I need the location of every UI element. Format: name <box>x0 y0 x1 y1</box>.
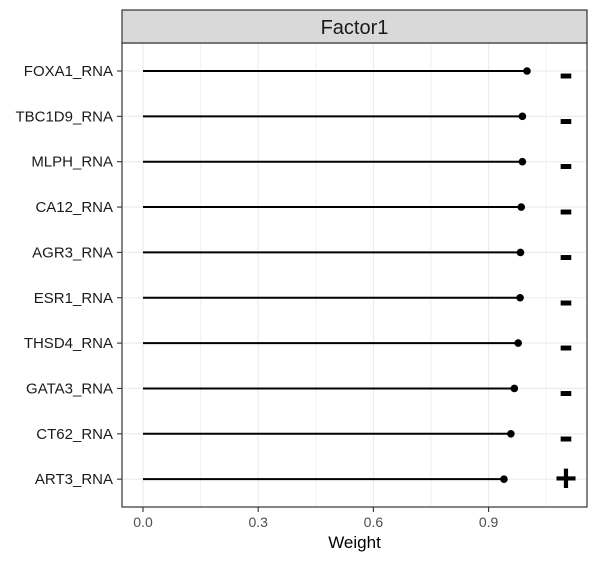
minus-sign: - <box>559 276 573 323</box>
x-tick-label: 0.3 <box>248 514 268 530</box>
panel-background <box>122 43 587 507</box>
category-label: CT62_RNA <box>36 426 113 443</box>
minus-sign: - <box>559 412 573 459</box>
category-label: FOXA1_RNA <box>24 63 113 80</box>
lollipop-point <box>517 203 526 211</box>
x-tick-label: 0.6 <box>364 514 384 530</box>
category-label: THSD4_RNA <box>24 335 113 352</box>
minus-sign: - <box>559 230 573 277</box>
category-label: ART3_RNA <box>35 471 113 488</box>
minor-gridlines <box>200 43 547 507</box>
lollipop-point <box>500 475 508 483</box>
minus-sign: - <box>559 185 573 232</box>
lollipop-point <box>514 339 522 347</box>
category-label: ESR1_RNA <box>34 290 113 307</box>
lollipop-point <box>510 384 519 393</box>
category-label: GATA3_RNA <box>26 380 113 397</box>
lollipop-point <box>507 430 515 438</box>
minus-sign: - <box>559 94 573 141</box>
category-label: CA12_RNA <box>35 199 113 216</box>
x-axis-ticks: 0.0 0.3 0.6 0.9 <box>133 507 499 530</box>
category-label: TBC1D9_RNA <box>15 108 113 125</box>
lollipop-point <box>518 112 527 121</box>
x-axis-title: Weight <box>328 533 381 552</box>
lollipop-point <box>516 293 524 302</box>
x-tick-label: 0.0 <box>133 514 153 530</box>
minus-sign: - <box>559 366 573 413</box>
x-tick-label: 0.9 <box>479 514 499 530</box>
lollipop-point <box>523 67 531 75</box>
minus-sign: - <box>559 49 573 96</box>
category-labels: FOXA1_RNA TBC1D9_RNA MLPH_RNA CA12_RNA AGR3_… <box>15 63 122 488</box>
facet-strip <box>121 9 588 44</box>
lollipop-point <box>518 157 527 166</box>
sign-markers: ---------+ <box>555 49 577 500</box>
facet-title: Factor1 <box>321 17 389 39</box>
lollipop-point <box>516 248 525 257</box>
category-label: MLPH_RNA <box>31 154 113 171</box>
category-label: AGR3_RNA <box>32 244 113 261</box>
lollipop-points <box>500 67 531 483</box>
plus-sign: + <box>555 458 577 500</box>
minus-sign: - <box>559 321 573 368</box>
minus-sign: - <box>559 140 573 187</box>
lollipop-stems <box>143 70 527 481</box>
